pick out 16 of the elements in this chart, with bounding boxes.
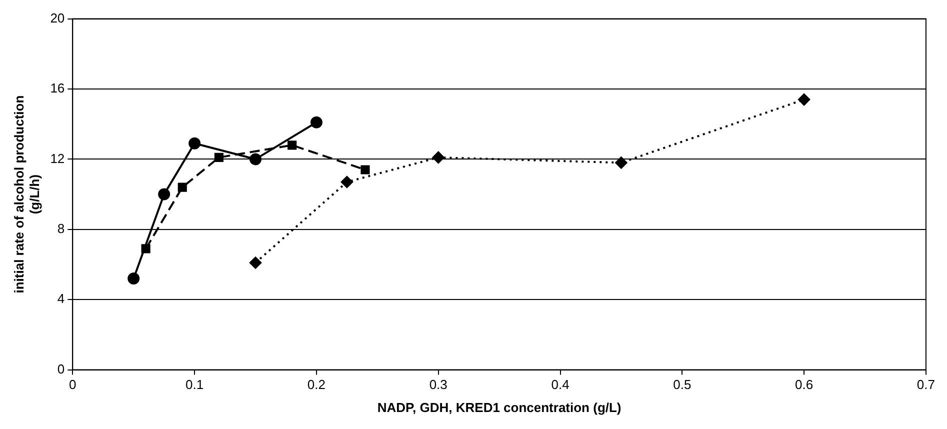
x-tick-label: 0.6: [795, 377, 814, 392]
y-tick-label: 8: [57, 220, 65, 236]
x-tick-label: 0.5: [673, 377, 692, 392]
y-tick-label: 16: [50, 80, 65, 96]
x-tick-label: 0: [69, 377, 76, 392]
x-tick-label: 0.2: [307, 377, 326, 392]
y-axis-title: initial rate of alcohol production (g/L/h): [11, 95, 42, 294]
x-tick-label: 0.7: [916, 377, 936, 392]
x-tick-label: 0.3: [429, 377, 448, 392]
x-axis-title: NADP, GDH, KRED1 concentration (g/L): [377, 400, 622, 415]
x-tick-label: 0.1: [186, 377, 204, 392]
y-tick-label: 4: [57, 291, 65, 306]
y-tick-label: 20: [50, 10, 65, 26]
x-tick-label: 0.4: [551, 377, 570, 392]
y-tick-label: 0: [57, 361, 65, 376]
y-tick-label: 12: [50, 150, 65, 166]
